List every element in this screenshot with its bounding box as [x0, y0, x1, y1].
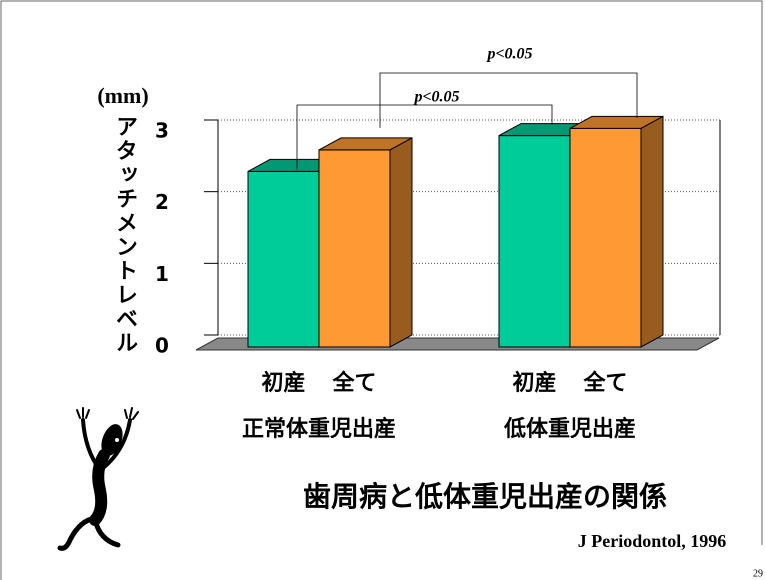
annotation: p<0.05 — [412, 89, 459, 106]
x-tick-label: 低体重児出産 — [503, 416, 636, 442]
bar-side — [640, 115, 664, 348]
annotation: p<0.05 — [485, 46, 532, 63]
bracket — [296, 104, 553, 170]
y-tick-label: 0 — [155, 334, 169, 358]
bracket — [379, 72, 638, 128]
page-number: 29 — [753, 568, 763, 579]
source: J Periodontol, 1996 — [578, 531, 727, 551]
x-tick-label: 正常体重児出産 — [242, 416, 396, 442]
bar-front — [569, 127, 642, 348]
y-axis-label: アタッチメントレベル — [112, 115, 138, 355]
bar-front — [498, 135, 571, 348]
series-label: 初産 — [512, 370, 556, 396]
series-label: 全て — [331, 370, 376, 396]
stick-figure — [57, 407, 139, 551]
y-unit: (mm) — [97, 83, 148, 108]
y-tick-label: 3 — [155, 119, 169, 143]
y-tick-label: 1 — [155, 262, 169, 286]
chart-title: 歯周病と低体重児出産の関係 — [303, 480, 667, 513]
y-tick-label: 2 — [155, 190, 169, 214]
bar-front — [247, 170, 320, 348]
series-label: 初産 — [261, 370, 305, 396]
series-label: 全て — [582, 370, 627, 396]
bar-side — [389, 137, 413, 348]
bar-front — [318, 149, 391, 348]
